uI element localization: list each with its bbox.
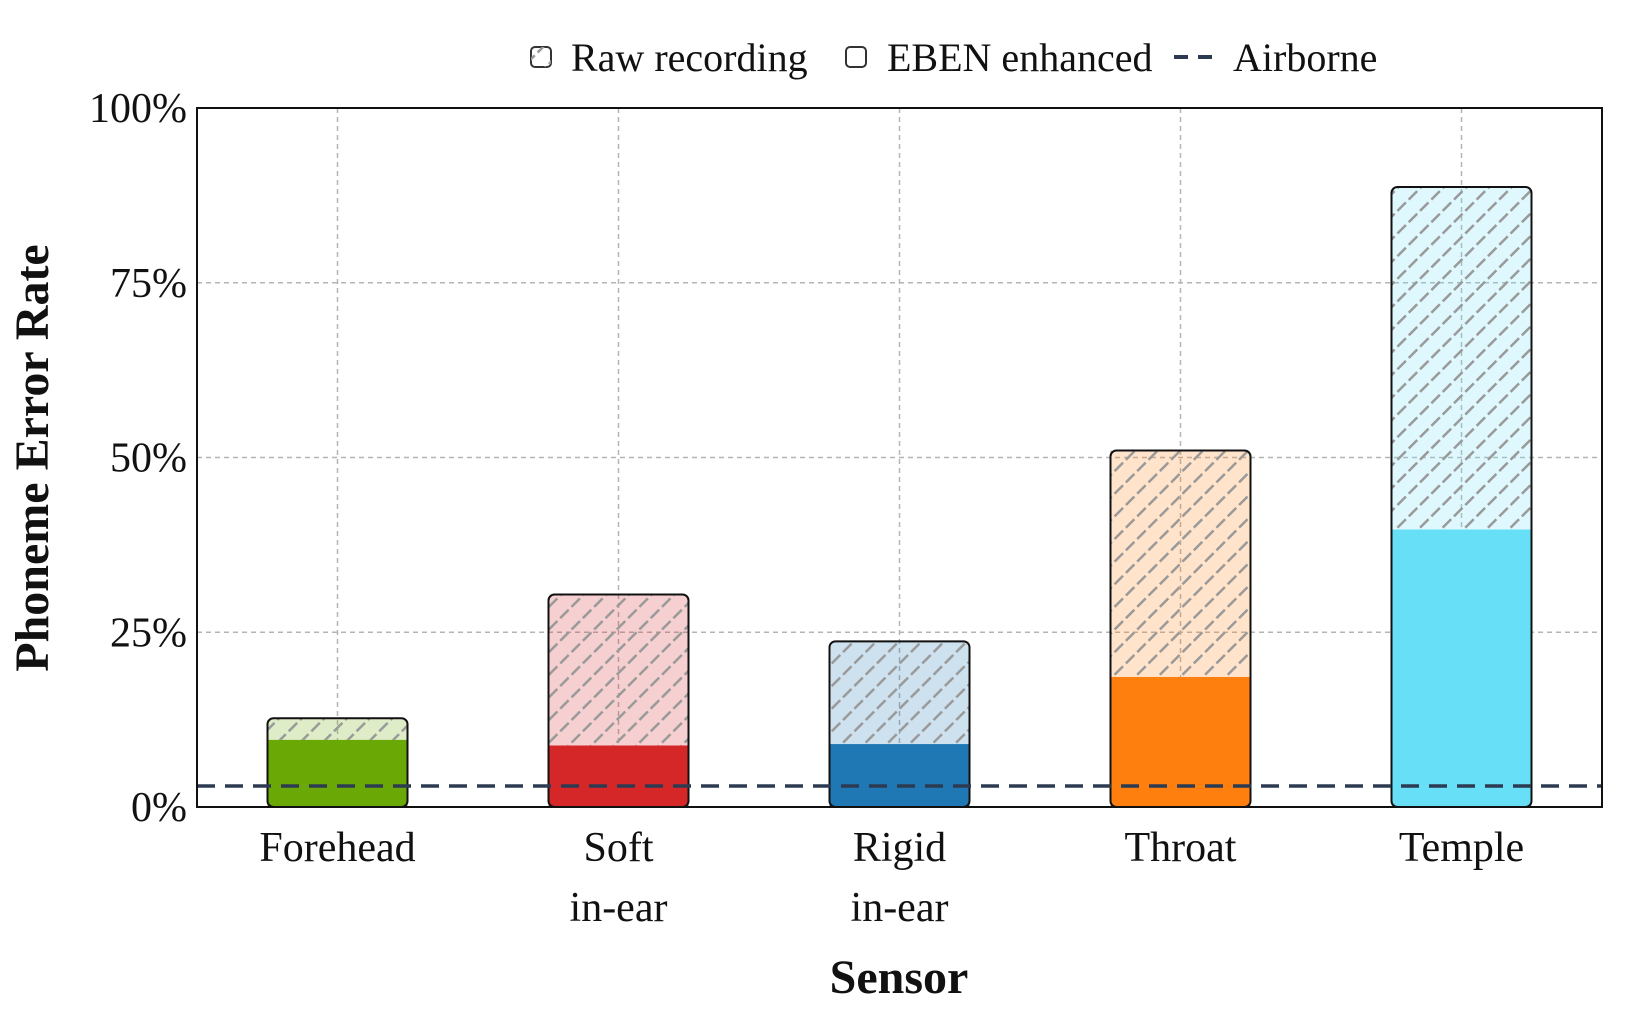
x-tick-label: Temple xyxy=(1399,825,1524,871)
x-tick-label: Forehead xyxy=(259,825,415,871)
bar-raw-hatch xyxy=(1110,450,1251,677)
x-axis-title: Sensor xyxy=(830,951,969,1004)
x-tick-label: Rigid xyxy=(853,825,946,871)
legend-item-airborne: Airborne xyxy=(1174,35,1377,80)
bar-raw-hatch xyxy=(1391,186,1532,530)
x-tick-label: in-ear xyxy=(851,885,949,931)
plot-frame xyxy=(196,107,1603,808)
y-axis-title: Phoneme Error Rate xyxy=(6,244,59,671)
legend: Raw recording EBEN enhanced Airborne xyxy=(530,35,1377,80)
bar-group xyxy=(266,717,409,808)
y-tick-label: 0% xyxy=(131,785,187,831)
bar-enhanced xyxy=(548,745,689,807)
x-axis-ticks: Forehead Soft in-ear Rigid in-ear Throat Templ… xyxy=(259,825,1524,931)
x-tick-label: Throat xyxy=(1125,825,1237,871)
grid xyxy=(197,108,1602,807)
bar-group xyxy=(1109,449,1252,808)
legend-swatch-raw-hatch xyxy=(531,47,551,67)
bar-raw-hatch xyxy=(829,641,970,745)
bar-group xyxy=(828,640,971,808)
y-tick-label: 100% xyxy=(89,86,187,132)
y-tick-label: 75% xyxy=(110,261,187,307)
y-tick-label: 50% xyxy=(110,436,187,482)
y-axis-ticks: 0% 25% 50% 75% 100% xyxy=(89,86,187,831)
bar-group xyxy=(1390,185,1533,808)
legend-swatch-enhanced xyxy=(845,46,867,68)
x-tick-label: Soft xyxy=(583,825,653,871)
legend-item-raw: Raw recording xyxy=(530,35,808,80)
bar-enhanced xyxy=(267,739,408,807)
bar-raw-hatch xyxy=(548,594,689,746)
legend-item-enhanced: EBEN enhanced xyxy=(845,35,1152,80)
bar-enhanced xyxy=(829,744,970,807)
bar-enhanced xyxy=(1391,529,1532,807)
legend-label-airborne: Airborne xyxy=(1233,35,1377,80)
legend-label-enhanced: EBEN enhanced xyxy=(887,35,1152,80)
x-tick-label: in-ear xyxy=(570,885,668,931)
legend-label-raw: Raw recording xyxy=(571,35,808,80)
bar-raw-hatch xyxy=(267,718,408,740)
y-tick-label: 25% xyxy=(110,610,187,656)
bar-group xyxy=(547,593,690,809)
